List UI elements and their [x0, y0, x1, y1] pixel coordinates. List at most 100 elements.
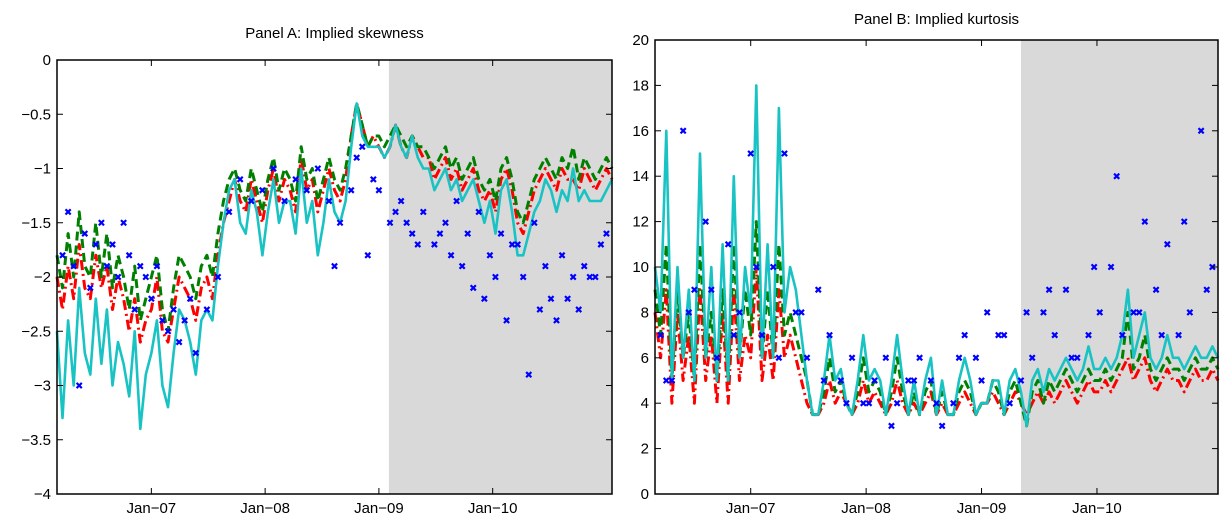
data-marker	[103, 262, 111, 270]
data-marker	[910, 377, 918, 384]
y-tick-label: −1	[34, 161, 51, 178]
data-marker	[403, 219, 411, 227]
y-tick-label: −1.5	[21, 215, 51, 232]
panel-a-shaded-region	[388, 60, 612, 494]
x-tick-label: Jan−09	[957, 500, 1007, 517]
data-marker	[1113, 172, 1121, 180]
data-marker	[668, 377, 676, 384]
y-tick-label: −0.5	[21, 106, 51, 123]
panel-a-series-dashed	[55, 101, 614, 333]
data-marker	[955, 354, 963, 362]
y-tick-label: 10	[632, 259, 649, 276]
y-tick-label: 14	[632, 168, 649, 185]
data-marker	[1085, 331, 1092, 339]
data-marker	[59, 251, 66, 259]
panel-b-series-dashed	[653, 220, 1220, 428]
data-marker	[136, 262, 144, 270]
y-tick-label: 4	[641, 395, 649, 412]
data-marker	[1006, 399, 1014, 407]
data-marker	[1051, 331, 1059, 339]
data-marker	[325, 197, 333, 205]
data-marker	[508, 241, 516, 248]
data-marker	[597, 241, 605, 248]
data-marker	[837, 377, 845, 384]
panel-b-x-axis: Jan−07 Jan−08 Jan−09 Jan−10	[726, 40, 1122, 517]
data-marker	[92, 241, 100, 248]
y-tick-label: 20	[632, 32, 649, 49]
data-marker	[447, 251, 455, 259]
data-marker	[1028, 354, 1036, 362]
data-marker	[1073, 354, 1081, 362]
data-marker	[702, 218, 710, 225]
data-marker	[1197, 127, 1205, 135]
data-marker	[442, 219, 449, 227]
data-marker	[1175, 331, 1182, 339]
data-marker	[747, 150, 755, 157]
data-marker	[175, 338, 183, 346]
data-marker	[904, 377, 912, 384]
data-marker	[292, 175, 300, 183]
data-marker	[826, 331, 833, 339]
data-marker	[871, 377, 878, 384]
data-marker	[814, 286, 822, 294]
data-marker	[575, 306, 583, 313]
data-marker	[147, 295, 155, 303]
data-marker	[414, 241, 422, 248]
y-tick-label: 2	[641, 441, 649, 458]
x-tick-label: Jan−10	[1072, 500, 1122, 517]
data-marker	[419, 208, 427, 216]
data-marker	[961, 331, 969, 339]
data-marker	[392, 208, 399, 216]
data-marker	[843, 399, 850, 407]
y-tick-label: 0	[43, 52, 51, 69]
data-marker	[1090, 263, 1098, 271]
data-marker	[347, 186, 355, 194]
data-marker	[120, 219, 127, 227]
data-marker	[752, 263, 760, 271]
panel-a-y-axis: 0 −0.5 −1 −1.5 −2 −2.5 −3 −3.5 −4	[21, 52, 612, 503]
data-marker	[336, 219, 344, 227]
data-marker	[397, 197, 405, 205]
x-tick-label: Jan−08	[240, 500, 290, 517]
y-tick-label: 18	[632, 77, 649, 94]
data-marker	[685, 309, 693, 316]
data-marker	[81, 230, 89, 237]
y-tick-label: −3.5	[21, 432, 51, 449]
data-marker	[458, 262, 466, 270]
data-marker	[758, 331, 766, 339]
data-marker	[1152, 286, 1160, 294]
data-marker	[247, 197, 255, 205]
data-marker	[364, 251, 372, 259]
data-marker	[713, 354, 721, 362]
data-marker	[983, 309, 991, 316]
data-marker	[1158, 331, 1166, 339]
data-marker	[530, 219, 538, 227]
panel-b-series-solid	[653, 84, 1220, 428]
data-marker	[1141, 218, 1149, 225]
data-marker	[564, 295, 571, 303]
data-marker	[125, 251, 133, 259]
data-marker	[707, 286, 715, 294]
data-marker	[848, 354, 856, 362]
panel-a-series	[55, 101, 614, 431]
data-marker	[98, 219, 105, 227]
data-marker	[1130, 309, 1137, 316]
data-marker	[436, 230, 444, 237]
y-tick-label: −2	[34, 269, 51, 286]
data-marker	[469, 284, 477, 292]
data-marker	[1000, 331, 1008, 339]
data-marker	[558, 251, 566, 259]
data-marker	[580, 262, 588, 270]
data-marker	[888, 422, 895, 430]
data-marker	[1118, 331, 1126, 339]
data-marker	[64, 208, 72, 216]
data-marker	[662, 377, 670, 384]
data-marker	[657, 331, 665, 339]
data-marker	[181, 317, 189, 324]
data-marker	[486, 251, 494, 259]
data-marker	[547, 295, 555, 303]
data-marker	[1163, 240, 1171, 248]
data-marker	[893, 399, 901, 407]
x-tick-label: Jan−07	[726, 500, 776, 517]
data-marker	[859, 399, 867, 407]
